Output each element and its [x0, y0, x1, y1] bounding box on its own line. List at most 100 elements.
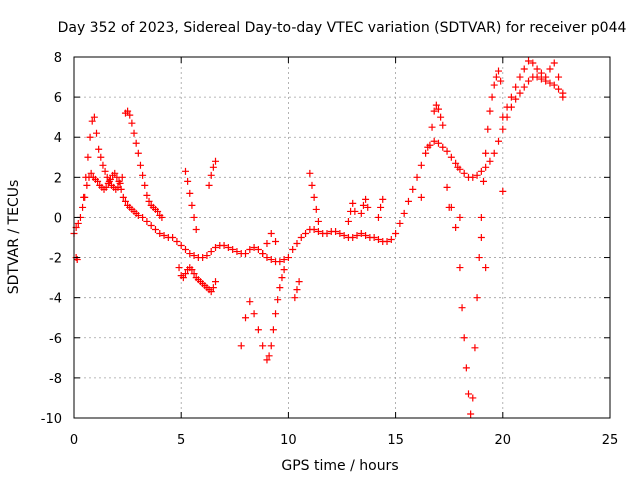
data-point — [203, 252, 211, 260]
data-point — [132, 139, 140, 147]
data-point — [272, 310, 280, 318]
data-point — [486, 157, 494, 165]
data-point — [274, 296, 282, 304]
grid-lines — [74, 57, 610, 418]
data-point — [302, 229, 310, 237]
data-point — [359, 201, 367, 209]
data-point — [207, 288, 215, 296]
data-point — [156, 229, 164, 237]
data-point — [169, 234, 177, 241]
y-tick-label: -6 — [49, 332, 62, 347]
data-point — [101, 167, 109, 175]
data-point — [209, 284, 217, 292]
data-point — [409, 185, 417, 193]
data-point — [105, 177, 113, 185]
data-point — [362, 231, 370, 239]
data-point — [529, 59, 537, 67]
data-point — [250, 244, 258, 252]
data-point — [452, 159, 460, 167]
data-point — [186, 189, 194, 197]
data-point — [139, 171, 147, 179]
data-point — [181, 270, 189, 278]
data-point — [512, 95, 520, 103]
data-point — [151, 225, 159, 233]
data-point — [387, 236, 395, 244]
data-point — [417, 193, 425, 201]
data-point — [533, 65, 541, 73]
data-point — [413, 173, 421, 181]
data-point — [224, 244, 232, 252]
data-point — [179, 274, 187, 282]
data-point — [119, 193, 127, 201]
data-point — [190, 252, 198, 260]
data-point — [181, 246, 189, 254]
x-tick-labels: 0 5 10 15 20 25 — [70, 433, 618, 448]
data-point — [80, 193, 88, 201]
data-point — [499, 187, 507, 195]
data-point — [310, 225, 318, 233]
data-point — [475, 254, 483, 262]
data-point — [88, 117, 96, 125]
data-point — [480, 177, 488, 185]
data-point — [430, 107, 438, 115]
data-point — [280, 266, 288, 274]
data-point — [212, 244, 220, 252]
data-point — [220, 242, 228, 250]
data-point — [207, 248, 215, 256]
data-point — [141, 181, 149, 189]
data-point — [284, 254, 292, 262]
data-point — [207, 171, 215, 179]
data-point — [314, 227, 322, 235]
data-point — [434, 139, 442, 147]
data-point — [177, 242, 185, 250]
data-point — [477, 213, 485, 221]
data-point — [400, 209, 408, 217]
data-point — [276, 284, 284, 292]
data-point — [424, 143, 432, 151]
data-point — [82, 173, 90, 181]
data-point — [118, 173, 126, 181]
data-point — [188, 266, 196, 274]
data-point — [353, 231, 361, 239]
y-tick-label: 8 — [54, 51, 62, 66]
data-point — [454, 163, 462, 171]
data-point — [205, 181, 213, 189]
data-point — [267, 229, 275, 237]
data-point — [492, 73, 500, 81]
data-point — [190, 213, 198, 221]
data-point — [458, 304, 466, 312]
data-point — [212, 157, 220, 165]
data-point — [93, 129, 101, 137]
data-point — [456, 213, 464, 221]
data-point — [128, 119, 136, 127]
data-point — [488, 93, 496, 101]
data-point — [362, 195, 370, 203]
plot-frame — [73, 56, 611, 419]
data-point — [482, 163, 490, 171]
data-point — [242, 250, 250, 258]
data-point — [349, 234, 357, 241]
data-point — [499, 125, 507, 133]
data-point — [246, 298, 254, 306]
y-tick-label: -4 — [49, 292, 62, 307]
data-point — [550, 81, 558, 89]
data-point — [495, 137, 503, 145]
x-tick-label: 10 — [280, 433, 297, 448]
data-point — [473, 171, 481, 179]
data-point — [269, 326, 277, 334]
data-point — [377, 203, 385, 211]
data-point — [233, 248, 241, 256]
data-point — [432, 101, 440, 109]
x-axis-label: GPS time / hours — [281, 458, 398, 474]
data-point — [250, 310, 258, 318]
data-point — [103, 173, 111, 181]
data-point — [525, 77, 533, 85]
data-point — [374, 213, 382, 221]
data-point — [456, 264, 464, 272]
data-point — [469, 173, 477, 181]
data-point — [297, 234, 305, 241]
data-point — [310, 193, 318, 201]
data-point — [263, 254, 271, 262]
